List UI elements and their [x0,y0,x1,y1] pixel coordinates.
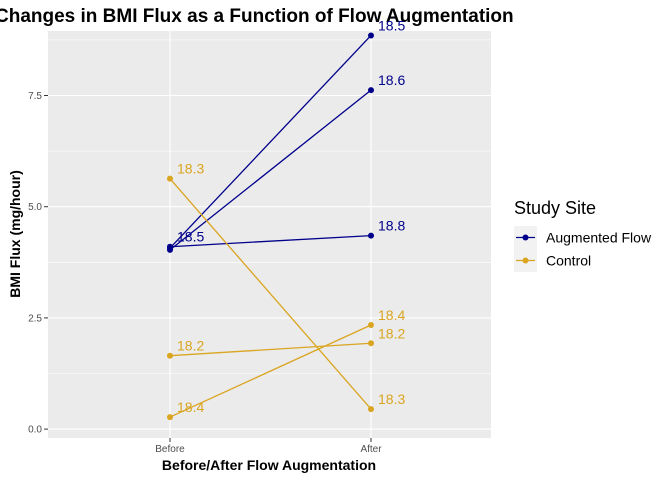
legend-key-point [522,234,529,241]
chart-title: Changes in BMI Flux as a Function of Flo… [0,6,514,27]
y-tick-label: 2.5 [28,313,42,324]
grid-major [48,31,491,438]
data-point [167,243,173,250]
data-label: 18.3 [177,161,204,177]
data-label: 18.3 [378,391,405,407]
data-label: 18.6 [378,72,405,88]
data-label: 18.4 [378,307,405,323]
legend-key-point [522,257,529,264]
data-point [368,232,374,239]
data-label: 18.4 [177,399,204,415]
data-point [167,352,173,359]
series-line-2 [169,89,372,251]
series-lines [169,35,372,418]
y-tick-label: 7.5 [28,91,42,102]
x-tick-label: After [360,444,382,455]
x-tick-label: Before [155,444,185,455]
series-points [167,32,374,421]
x-axis: Before After [155,438,382,455]
legend-title: Study Site [514,198,596,218]
data-label: 18.8 [378,218,405,234]
data-point [368,32,374,39]
y-tick-label: 5.0 [28,202,42,213]
series-line-1 [169,35,372,249]
legend-label: Control [546,253,591,269]
data-label: 18.2 [177,338,204,354]
data-point [368,340,374,347]
y-axis: 0.0 2.5 5.0 7.5 [28,91,48,436]
data-point [167,175,173,182]
plot-panel [48,31,491,438]
grid-minor [48,39,491,374]
data-label: 18.5 [177,229,204,245]
data-point [368,87,374,94]
legend-label: Augmented Flow [546,230,652,246]
data-point [167,414,173,421]
data-point [368,322,374,329]
y-axis-title: BMI Flux (mg/hour) [7,170,23,298]
y-tick-label: 0.0 [28,425,42,436]
data-label: 18.5 [378,17,405,33]
series-line-4 [169,178,372,410]
data-labels: 18.5 18.6 18.5 18.8 18.3 18.3 18.2 18.2 18.4 18.4 [177,17,405,415]
x-axis-title: Before/After Flow Augmentation [162,457,376,473]
series-line-3 [169,234,372,248]
series-line-5 [169,342,372,357]
data-point [368,406,374,413]
data-label: 18.2 [378,325,405,341]
legend: Study Site Augmented Flow Control [514,198,652,272]
series-line-6 [169,324,372,418]
